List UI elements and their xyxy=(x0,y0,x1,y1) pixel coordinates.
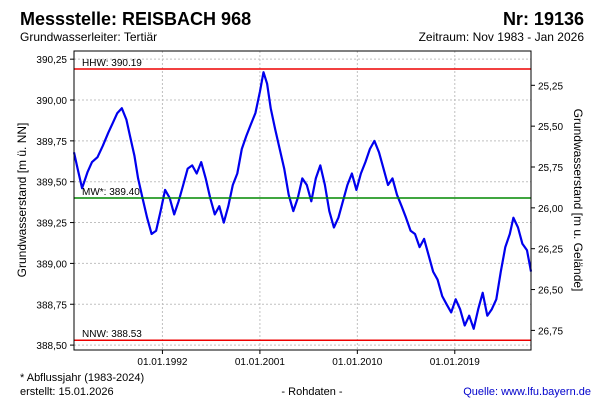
y-tick-label: 388,75 xyxy=(36,300,67,311)
plot-frame xyxy=(73,50,532,351)
y-tick-label: 389,75 xyxy=(36,137,67,148)
station-title: Messstelle: REISBACH 968 xyxy=(20,9,251,29)
y-right-tick-label: 26,75 xyxy=(538,326,563,337)
footnote: * Abflussjahr (1983-2024) xyxy=(20,372,144,384)
y-tick-label: 389,00 xyxy=(36,259,67,270)
created-date: erstellt: 15.01.2026 xyxy=(20,386,114,398)
y-right-tick-label: 25,50 xyxy=(538,122,563,133)
y-right-tick-label: 26,50 xyxy=(538,286,563,297)
y-right-tick-label: 25,25 xyxy=(538,81,563,92)
y-tick-label: 389,50 xyxy=(36,178,67,189)
series-layer xyxy=(72,71,533,330)
raw-data-label: - Rohdaten - xyxy=(281,386,342,398)
period-label: Zeitraum: Nov 1983 - Jan 2026 xyxy=(419,30,585,44)
hhw-reference-label: HHW: 390.19 xyxy=(82,58,142,69)
y-right-tick-label: 26,25 xyxy=(538,245,563,256)
y-tick-label: 389,25 xyxy=(36,219,67,230)
reference-lines: HHW: 390.19 MW*: 389.40 NNW: 388.53 xyxy=(74,58,531,341)
y-tick-label: 390,25 xyxy=(36,55,67,66)
x-tick-label: 01.01.1992 xyxy=(137,357,187,368)
y-tick-label: 388,50 xyxy=(36,341,67,352)
mw-reference-label: MW*: 389.40 xyxy=(82,187,140,198)
grid-lines xyxy=(74,51,531,350)
nnw-reference-label: NNW: 388.53 xyxy=(82,329,142,340)
y-axis-title-left: Grundwasserstand [m ü. NN] xyxy=(15,123,29,278)
axis-labels: 390,25 390,00 389,75 389,50 389,25 389,00 388,… xyxy=(36,55,563,368)
station-number: Nr: 19136 xyxy=(503,9,584,29)
y-right-tick-label: 26,00 xyxy=(538,204,563,215)
x-tick-label: 01.01.2010 xyxy=(332,357,382,368)
y-tick-label: 390,00 xyxy=(36,96,67,107)
source-link[interactable]: Quelle: www.lfu.bayern.de xyxy=(463,386,591,398)
series-line-0 xyxy=(72,71,533,330)
y-axis-title-right: Grundwasserstand [m u. Gelände] xyxy=(571,109,585,292)
aquifer-label: Grundwasserleiter: Tertiär xyxy=(20,30,157,44)
x-tick-label: 01.01.2019 xyxy=(430,357,480,368)
x-tick-label: 01.01.2001 xyxy=(235,357,285,368)
y-right-tick-label: 25,75 xyxy=(538,163,563,174)
